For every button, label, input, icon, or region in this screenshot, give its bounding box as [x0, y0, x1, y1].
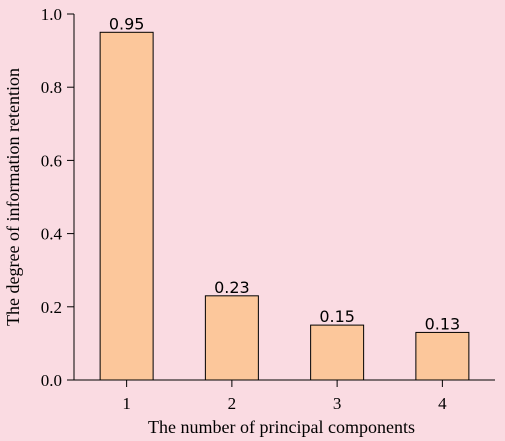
bar-2 [204, 295, 259, 381]
y-axis-ticks: 0.0 0.2 0.4 0.6 0.8 1.0 [41, 5, 74, 390]
x-tick-label: 3 [333, 394, 342, 413]
y-tick-label: 0.4 [41, 225, 63, 244]
y-tick-label: 1.0 [41, 5, 62, 24]
data-label-4: 0.13 [425, 314, 461, 333]
bar-3 [310, 324, 365, 381]
y-axis-title: The degree of information retention [3, 68, 23, 326]
data-label-3: 0.15 [319, 307, 355, 326]
x-tick-label: 4 [438, 394, 447, 413]
y-tick-label: 0.0 [41, 371, 62, 390]
x-tick-label: 1 [122, 394, 131, 413]
data-label-1: 0.95 [109, 14, 145, 33]
y-tick-label: 0.8 [41, 78, 62, 97]
x-tick-label: 2 [228, 394, 237, 413]
y-tick-label: 0.6 [41, 151, 62, 170]
x-axis-ticks: 1 2 3 4 [122, 380, 447, 413]
y-tick-label: 0.2 [41, 298, 62, 317]
x-axis-title: The number of principal components [148, 417, 415, 437]
bars-group [99, 31, 470, 381]
bar-1 [99, 31, 154, 381]
data-labels-group: 0.95 0.23 0.15 0.13 [109, 14, 460, 333]
data-label-2: 0.23 [214, 278, 250, 297]
bar-4 [415, 331, 470, 381]
